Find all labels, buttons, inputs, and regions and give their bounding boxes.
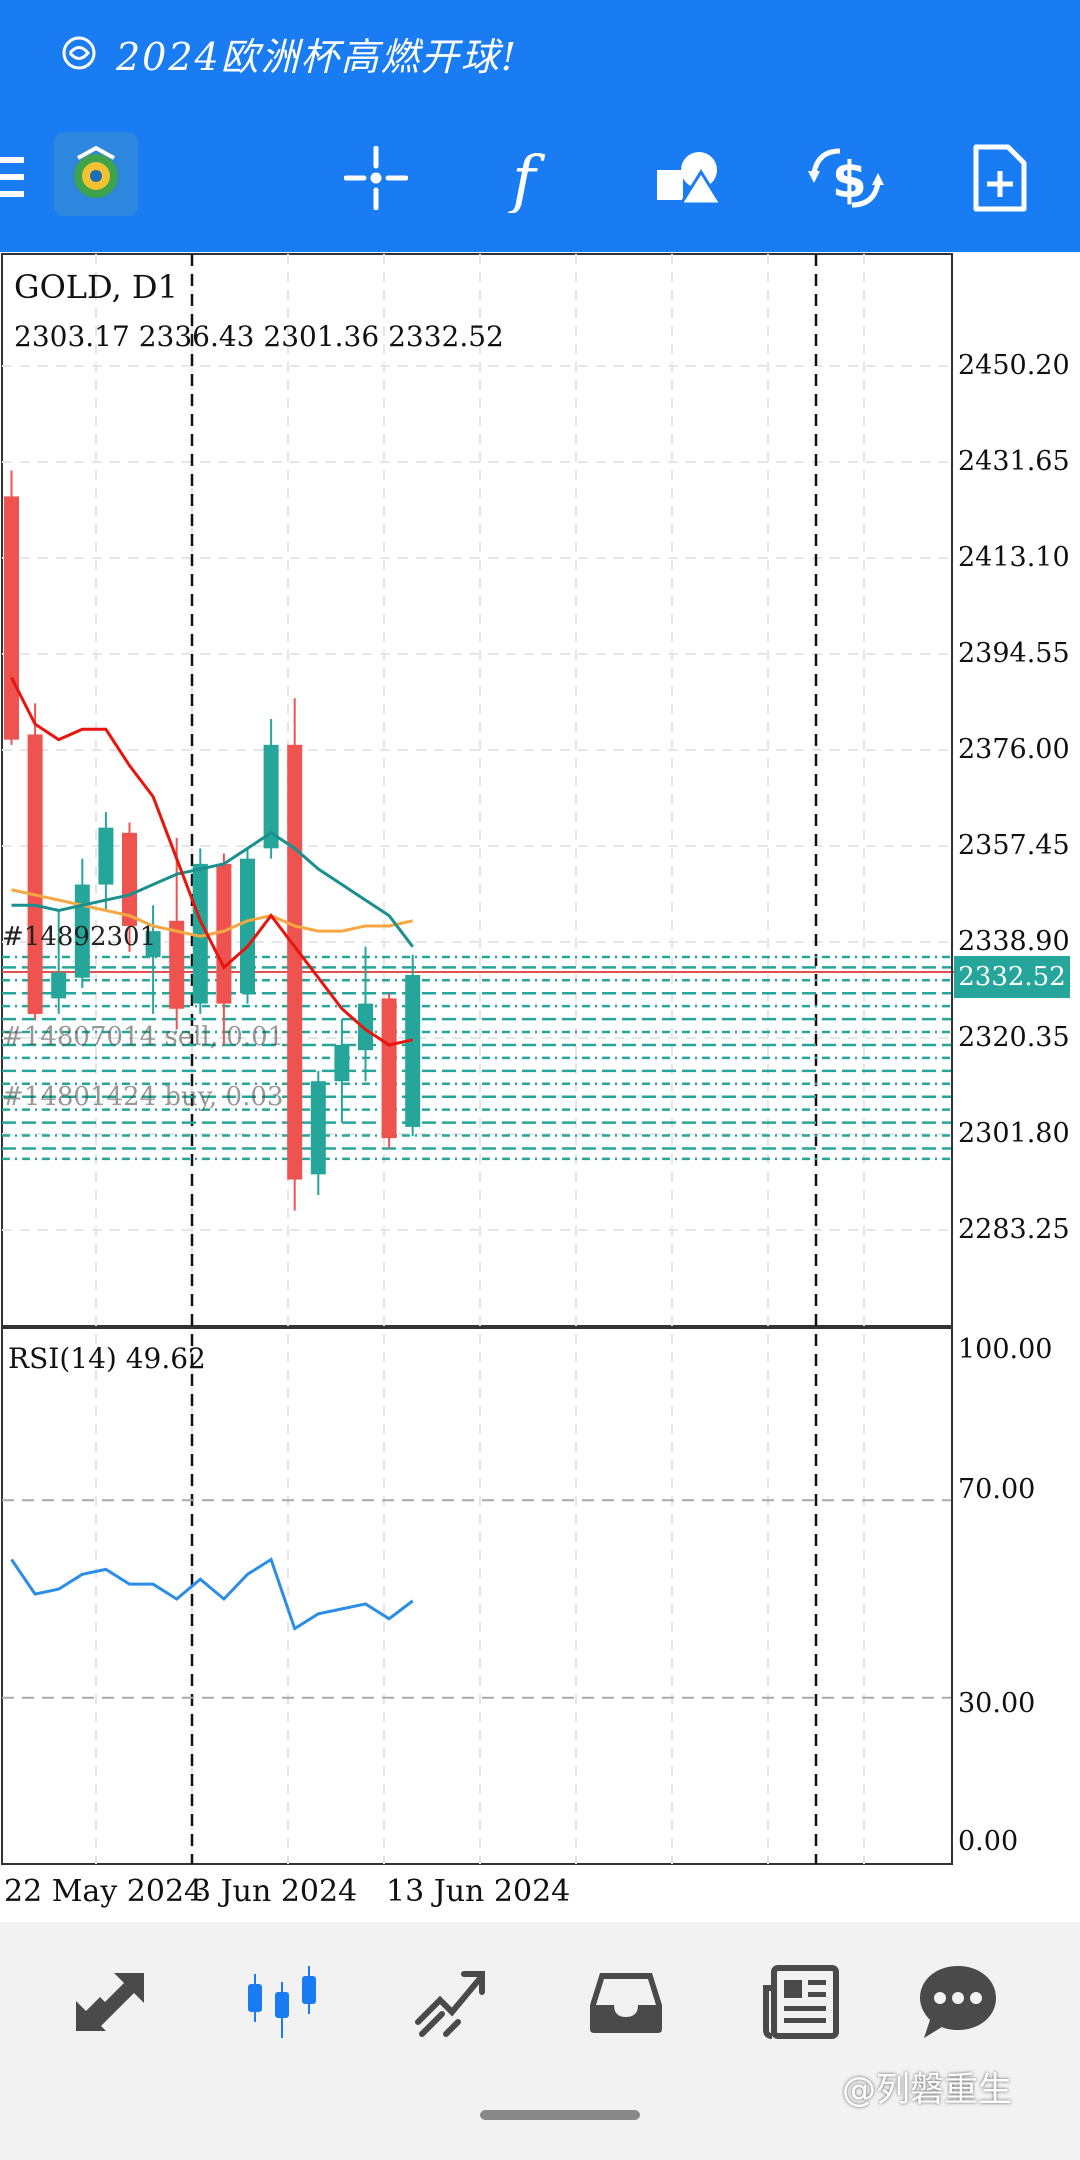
price-tick: 2320.35 [958, 1022, 1070, 1053]
order-label: #14892301 [2, 922, 157, 952]
chart-icon[interactable] [222, 1952, 342, 2052]
menu-icon[interactable] [0, 128, 70, 228]
home-indicator[interactable] [480, 2110, 640, 2120]
new-document-icon[interactable] [950, 128, 1050, 228]
svg-text:f: f [508, 143, 546, 213]
candle-body [381, 998, 397, 1139]
date-label: 13 Jun 2024 [386, 1874, 571, 1909]
moving-average-fast [10, 676, 414, 1047]
crosshair-icon[interactable] [326, 128, 426, 228]
chart-toolbar: f $ [0, 106, 1080, 252]
chart-area[interactable]: GOLD, D1 2303.17 2336.43 2301.36 2332.52… [0, 252, 1080, 1922]
history-icon[interactable] [566, 1952, 686, 2052]
messages-icon[interactable] [898, 1952, 1018, 2052]
svg-text:$: $ [832, 151, 867, 209]
rsi-tick: 0.00 [958, 1826, 1019, 1857]
order-label: #14807014 sell, 0.01 [2, 1022, 285, 1052]
candle-body [27, 734, 43, 1014]
rsi-tick: 30.00 [958, 1688, 1036, 1719]
price-tick: 2376.00 [958, 734, 1070, 765]
candle-body [169, 920, 185, 1009]
watermark: @列磐重生 [842, 2070, 1012, 2110]
date-label: 3 Jun 2024 [192, 1874, 358, 1909]
candle-body [145, 931, 161, 958]
rsi-tick: 100.00 [958, 1334, 1053, 1365]
rsi-label: RSI(14) 49.62 [8, 1342, 206, 1375]
rsi-line [10, 1557, 414, 1631]
trade-dollar-icon[interactable]: $ [796, 128, 896, 228]
candle-body [287, 744, 303, 1180]
candle-body [4, 496, 19, 740]
banner-text: 2024欧洲杯高燃开球! [116, 35, 518, 79]
rsi-tick: 70.00 [958, 1474, 1036, 1505]
candle-body [192, 863, 208, 1004]
bottom-navigation: @列磐重生 [0, 1922, 1080, 2160]
price-tick: 2301.80 [958, 1118, 1070, 1149]
main-plot-frame [1, 253, 953, 1327]
current-price-tag: 2332.52 [954, 956, 1070, 998]
candle-body [74, 884, 90, 978]
ohlc-readout: 2303.17 2336.43 2301.36 2332.52 [14, 320, 504, 353]
price-tick: 2283.25 [958, 1214, 1070, 1245]
candle-body [240, 858, 255, 994]
candle-body [310, 1081, 326, 1175]
candle-body [263, 744, 279, 849]
candle-body [122, 832, 137, 926]
price-tick: 2338.90 [958, 926, 1070, 957]
date-label: 22 May 2024 [4, 1874, 204, 1909]
moving-average-mid [11, 831, 414, 948]
trade-icon[interactable] [392, 1952, 512, 2052]
candle-body [358, 1003, 373, 1051]
app-logo-icon [46, 124, 146, 224]
price-tick: 2357.45 [958, 830, 1070, 861]
candle-body [98, 827, 114, 885]
ad-banner[interactable]: 2024欧洲杯高燃开球! [0, 0, 1080, 106]
candle-body [405, 975, 421, 1127]
symbol-timeframe: GOLD, D1 [14, 268, 178, 306]
objects-icon[interactable] [638, 128, 738, 228]
china-mobile-logo-icon [62, 36, 96, 70]
function-icon[interactable]: f [482, 128, 582, 228]
price-tick: 2450.20 [958, 350, 1070, 381]
chart-canvas[interactable] [0, 252, 1080, 1922]
order-label: #14801424 buy, 0.03 [2, 1082, 284, 1112]
moving-average-slow [11, 888, 414, 938]
price-tick: 2413.10 [958, 542, 1070, 573]
news-icon[interactable] [740, 1952, 860, 2052]
candle-body [334, 1044, 350, 1082]
rsi-plot-frame [1, 1327, 953, 1865]
price-tick: 2431.65 [958, 446, 1070, 477]
quotes-icon[interactable] [50, 1952, 170, 2052]
candle-body [51, 972, 67, 999]
candle-body [216, 863, 232, 1004]
price-tick: 2394.55 [958, 638, 1070, 669]
